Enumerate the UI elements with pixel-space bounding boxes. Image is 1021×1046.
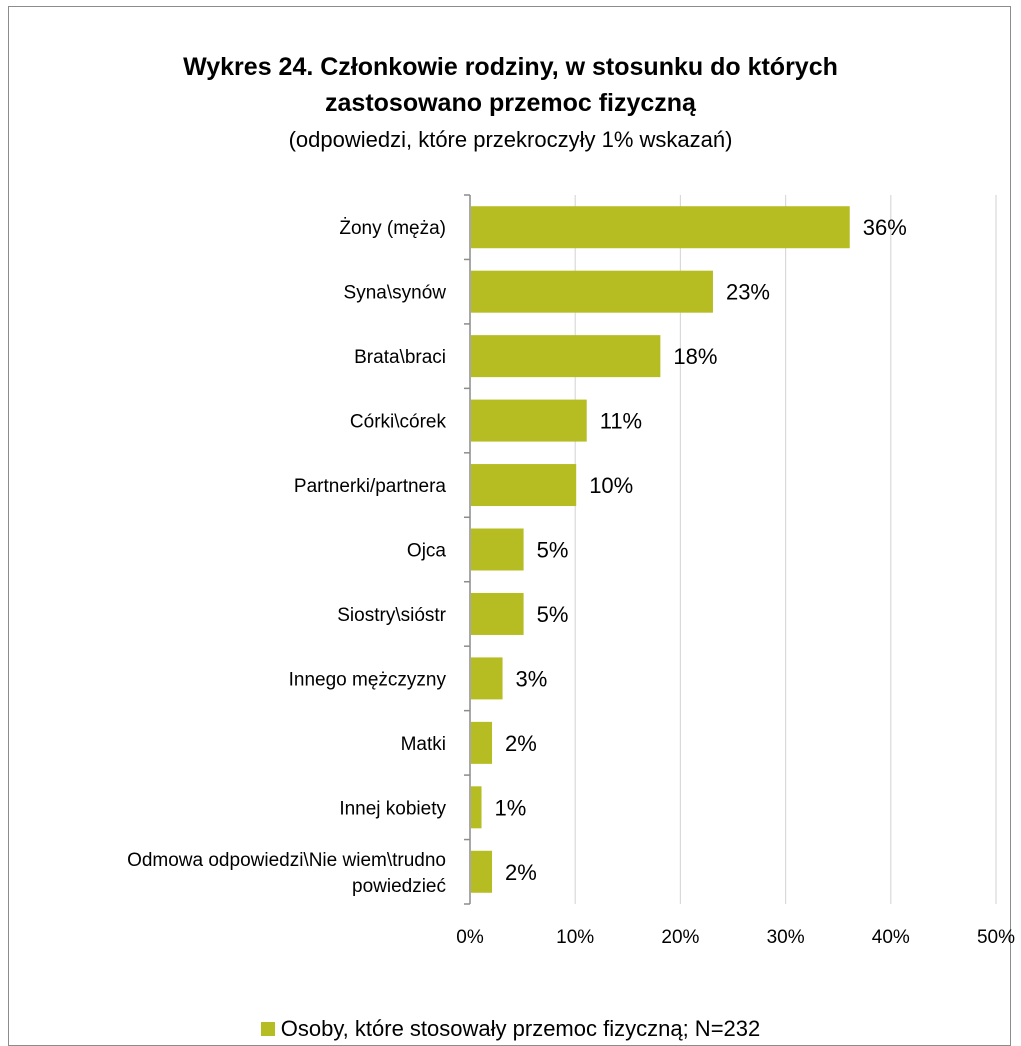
- data-label: 23%: [726, 280, 770, 305]
- category-label: Ojca: [407, 541, 447, 562]
- category-label: Syna\synów: [344, 283, 447, 304]
- category-label: Odmowa odpowiedzi\Nie wiem\trudno powiedz…: [127, 850, 446, 897]
- data-label: 5%: [537, 602, 569, 627]
- bar: [471, 592, 524, 635]
- bar: [471, 850, 493, 893]
- category-label: Córki\córek: [350, 412, 447, 433]
- x-tick-label: 50%: [977, 927, 1015, 948]
- bar: [471, 721, 493, 764]
- x-tick-label: 40%: [872, 927, 910, 948]
- bar: [471, 528, 524, 571]
- x-tick-label: 10%: [556, 927, 594, 948]
- data-label: 2%: [505, 860, 537, 885]
- chart-title-line-1: Wykres 24. Członkowie rodziny, w stosunk…: [183, 53, 838, 81]
- data-label: 10%: [589, 473, 633, 498]
- chart-title-line-2: zastosowano przemoc fizyczną: [325, 89, 696, 117]
- category-label: Innej kobiety: [339, 798, 446, 819]
- data-label: 36%: [863, 215, 907, 240]
- category-label: Żony (męża): [339, 218, 446, 239]
- data-label: 18%: [673, 344, 717, 369]
- bar: [471, 270, 713, 313]
- legend-swatch: [260, 1022, 275, 1036]
- data-label: 2%: [505, 731, 537, 756]
- category-label: Siostry\sióstr: [337, 605, 446, 626]
- x-tick-label: 30%: [767, 927, 805, 948]
- bar: [471, 399, 587, 442]
- legend: Osoby, które stosowały przemoc fizyczną;…: [0, 1016, 1021, 1042]
- data-label: 11%: [600, 409, 642, 434]
- category-label: Partnerki/partnera: [294, 476, 447, 497]
- category-label: Innego mężczyzny: [289, 669, 447, 690]
- chart-subtitle: (odpowiedzi, które przekroczyły 1% wskaz…: [288, 127, 733, 152]
- bar: [471, 206, 850, 249]
- x-tick-label: 0%: [456, 927, 484, 948]
- category-label: Matki: [401, 734, 446, 755]
- x-tick-label: 20%: [661, 927, 699, 948]
- bar: [471, 464, 577, 507]
- bar: [471, 335, 661, 378]
- bar: [471, 786, 482, 829]
- bar: [471, 657, 503, 700]
- data-label: 3%: [516, 666, 548, 691]
- category-label: Brata\braci: [354, 347, 446, 368]
- data-label: 1%: [495, 795, 527, 820]
- data-label: 5%: [537, 538, 569, 563]
- legend-label: Osoby, które stosowały przemoc fizyczną;…: [280, 1016, 761, 1041]
